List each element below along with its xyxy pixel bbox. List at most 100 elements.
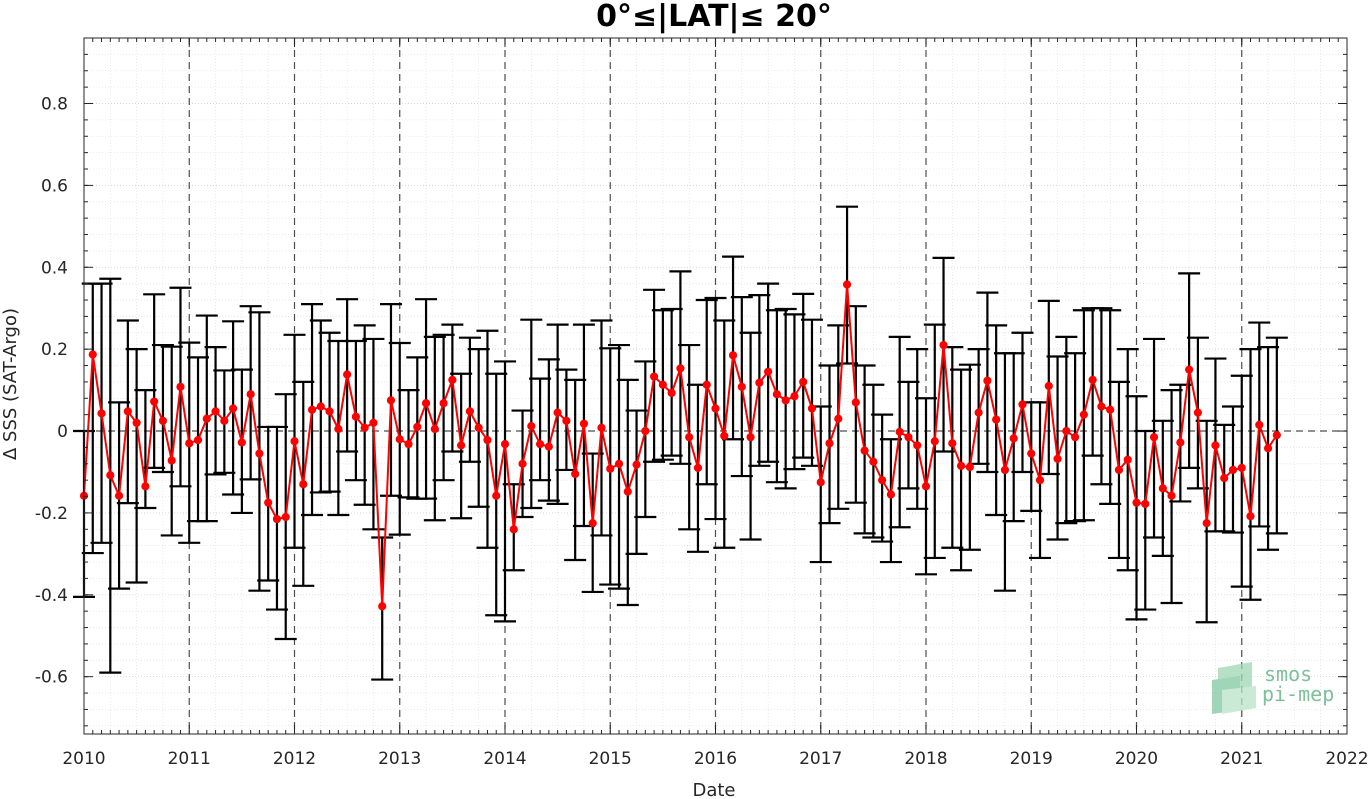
data-point	[702, 380, 711, 389]
data-point	[921, 482, 931, 491]
data-point	[842, 280, 852, 289]
data-point	[711, 404, 720, 413]
error-bar	[494, 360, 516, 623]
data-point	[667, 388, 676, 398]
data-point	[132, 418, 141, 427]
data-point	[632, 460, 641, 469]
data-point	[650, 372, 659, 381]
y-tick-label: -0.6	[35, 668, 68, 688]
data-point	[579, 419, 589, 428]
data-point	[360, 423, 369, 432]
data-point	[527, 422, 536, 431]
y-tick-label: 0.2	[41, 340, 68, 360]
data-point	[737, 382, 746, 391]
data-point	[386, 396, 396, 405]
error-bar	[458, 336, 481, 463]
data-point	[641, 426, 650, 436]
data-point	[1255, 420, 1264, 429]
data-point	[825, 439, 834, 448]
data-point	[1132, 498, 1141, 507]
data-point	[562, 416, 571, 425]
axis-ticks	[83, 37, 1348, 734]
x-tick-label: 2022	[1325, 749, 1368, 769]
data-point	[544, 442, 553, 451]
data-point	[220, 416, 229, 425]
data-point	[965, 462, 974, 472]
error-bar	[432, 333, 455, 482]
error-bar	[906, 348, 929, 510]
data-point	[1106, 405, 1115, 414]
error-bar	[353, 324, 376, 506]
data-point	[1237, 463, 1246, 472]
x-tick-label: 2017	[799, 749, 842, 769]
data-point	[772, 390, 781, 399]
data-point	[781, 396, 790, 405]
data-point	[1027, 449, 1036, 458]
data-point	[1228, 465, 1238, 475]
data-point	[211, 407, 220, 416]
data-point	[1246, 512, 1255, 521]
data-point	[1220, 474, 1229, 483]
error-bar	[520, 318, 543, 510]
data-point	[1097, 402, 1106, 411]
error-bar	[1125, 395, 1148, 621]
data-point	[88, 350, 97, 359]
data-point	[474, 423, 483, 432]
data-point	[97, 409, 106, 418]
error-bar	[537, 358, 560, 502]
error-bar	[529, 377, 552, 482]
data-point	[816, 478, 825, 487]
error-bar	[151, 343, 174, 474]
y-tick-label: 0.4	[41, 258, 68, 278]
data-point	[790, 392, 799, 401]
x-tick-label: 2010	[62, 749, 105, 769]
data-point	[1263, 444, 1273, 453]
data-point	[492, 491, 501, 500]
data-point	[614, 459, 624, 468]
x-tick-labels: 2010 2011 2012 2013 2014 2015 2016 2017 2018 2019…	[62, 749, 1368, 769]
data-point	[343, 370, 352, 379]
data-point	[193, 435, 203, 445]
data-point	[764, 367, 773, 376]
error-bar	[958, 363, 981, 551]
data-point	[1088, 375, 1097, 384]
error-bar	[625, 409, 648, 555]
data-point	[518, 459, 527, 468]
data-point	[264, 498, 273, 507]
data-point	[395, 435, 404, 444]
data-point	[307, 405, 317, 414]
data-point	[421, 399, 431, 408]
data-point	[930, 437, 939, 446]
data-point	[1114, 465, 1124, 475]
data-point	[904, 433, 913, 442]
y-tick-label: 0.6	[41, 176, 68, 196]
data-point	[693, 463, 703, 472]
data-point	[457, 441, 466, 450]
data-point	[886, 490, 896, 499]
data-point	[509, 525, 518, 534]
data-point	[325, 407, 334, 416]
x-tick-label: 2016	[694, 749, 737, 769]
error-bar	[160, 345, 183, 537]
smos-pi-mep-logo: smos pi-mep	[1212, 662, 1334, 714]
data-point	[606, 464, 615, 473]
data-point	[720, 431, 729, 441]
data-point	[404, 440, 413, 449]
data-point	[807, 404, 817, 413]
error-bar	[792, 292, 815, 459]
data-point	[465, 407, 475, 416]
data-point	[106, 471, 115, 480]
data-point	[483, 435, 492, 445]
data-point	[1071, 433, 1080, 442]
data-point	[299, 480, 308, 489]
data-point	[799, 377, 808, 387]
data-point	[974, 408, 983, 417]
x-tick-label: 2015	[589, 749, 632, 769]
data-point	[956, 461, 966, 470]
y-tick-label: -0.4	[35, 586, 68, 606]
error-bar	[1046, 355, 1069, 541]
data-point	[1176, 438, 1185, 447]
data-point	[597, 423, 606, 432]
data-point	[1018, 400, 1027, 409]
